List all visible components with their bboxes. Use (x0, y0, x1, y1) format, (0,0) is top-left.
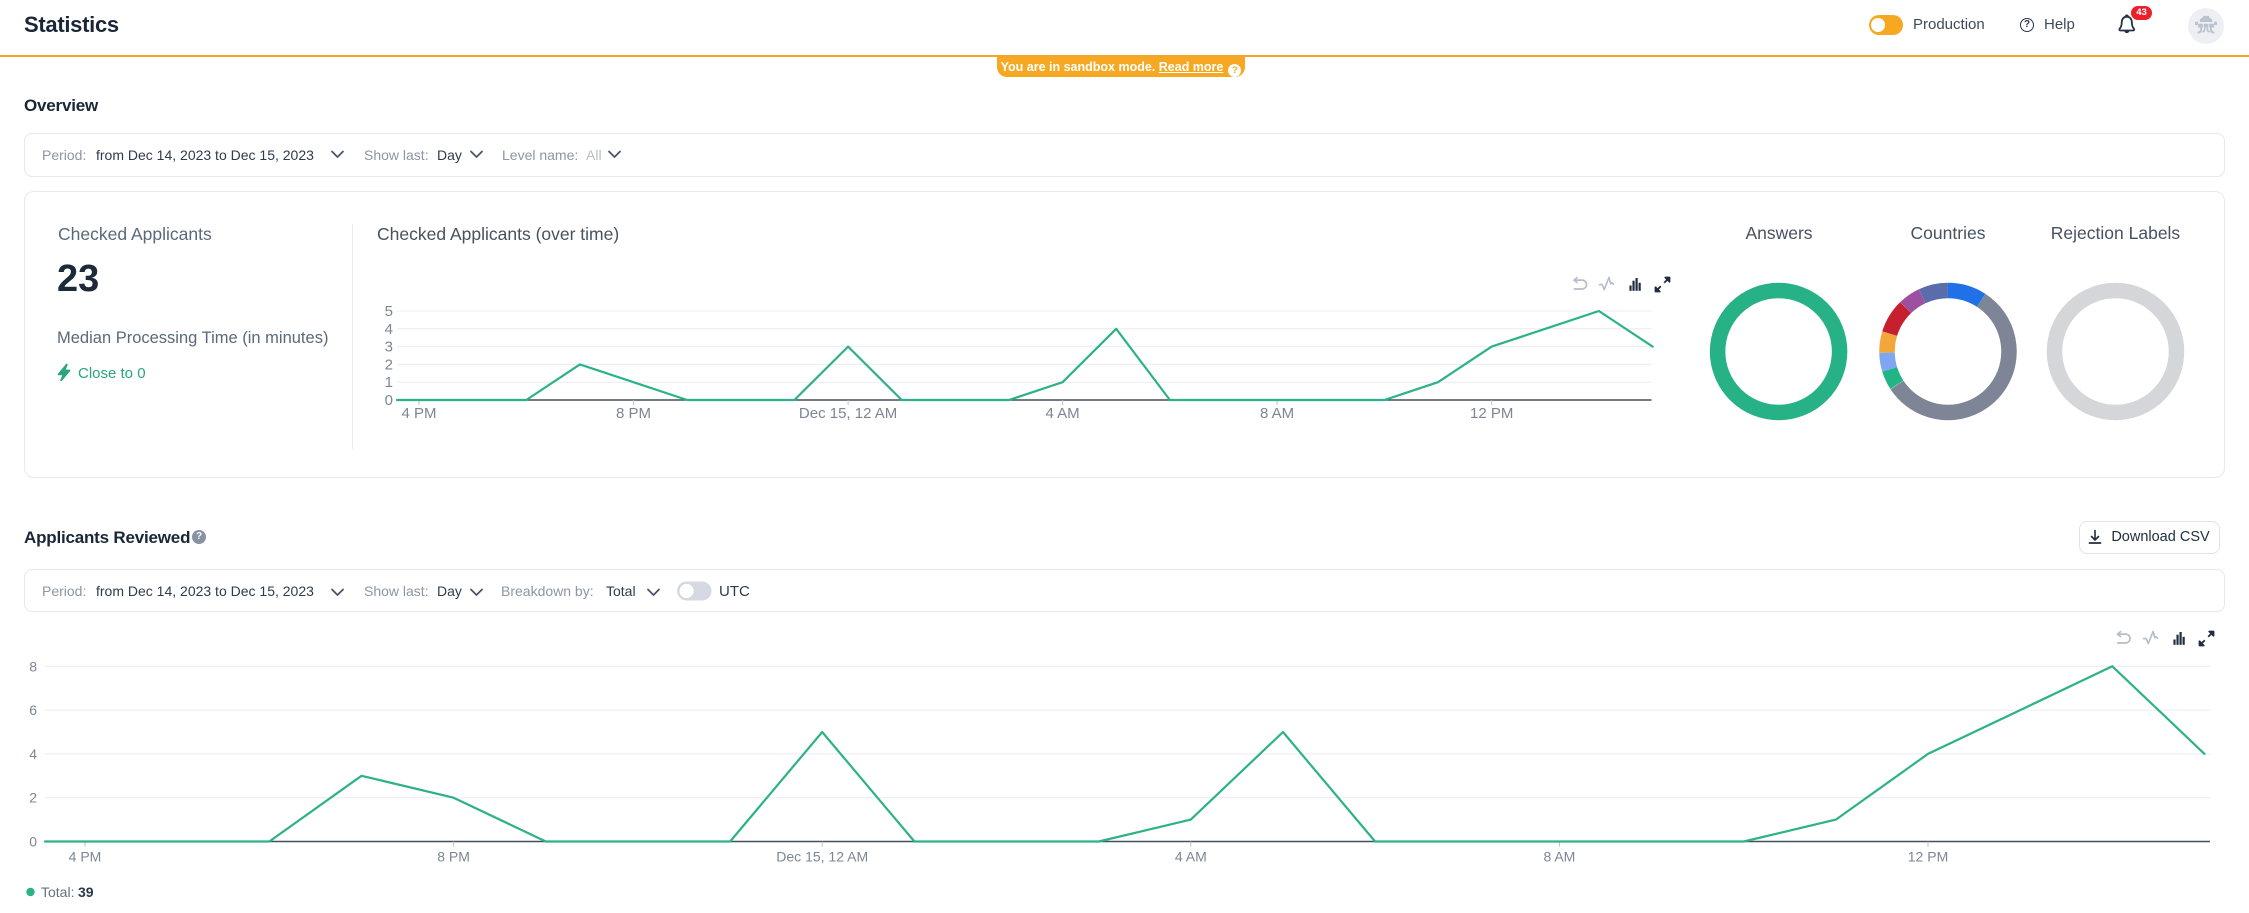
svg-text:12 PM: 12 PM (1908, 849, 1948, 865)
svg-text:4: 4 (385, 321, 393, 338)
svg-text:0: 0 (385, 392, 393, 409)
svg-text:8: 8 (29, 658, 37, 674)
svg-text:39: 39 (78, 884, 94, 900)
svg-text:2: 2 (385, 356, 393, 373)
svg-text:2: 2 (29, 790, 37, 806)
svg-text:8 AM: 8 AM (1260, 405, 1294, 422)
svg-text:3: 3 (385, 339, 393, 356)
svg-text:4 PM: 4 PM (69, 849, 102, 865)
svg-text:4: 4 (29, 746, 37, 762)
svg-text:8 AM: 8 AM (1543, 849, 1575, 865)
svg-text:12 PM: 12 PM (1470, 405, 1513, 422)
svg-text:1: 1 (385, 374, 393, 391)
svg-text:Dec 15, 12 AM: Dec 15, 12 AM (799, 405, 897, 422)
svg-text:4 PM: 4 PM (401, 405, 436, 422)
svg-text:6: 6 (29, 702, 37, 718)
svg-text:Total:: Total: (41, 884, 74, 900)
svg-text:4 AM: 4 AM (1175, 849, 1207, 865)
svg-text:Dec 15, 12 AM: Dec 15, 12 AM (776, 849, 868, 865)
svg-text:4 AM: 4 AM (1046, 405, 1080, 422)
svg-text:5: 5 (385, 303, 393, 320)
svg-text:0: 0 (29, 834, 37, 850)
svg-text:8 PM: 8 PM (616, 405, 651, 422)
svg-text:8 PM: 8 PM (437, 849, 470, 865)
